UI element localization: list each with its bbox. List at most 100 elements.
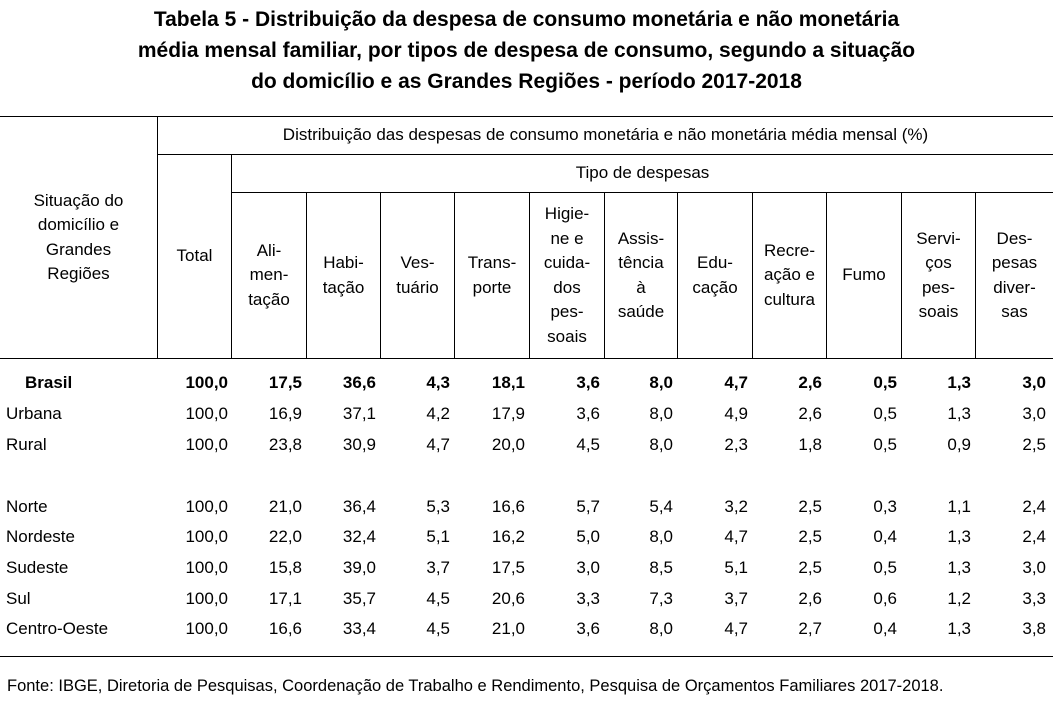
column-header-educacao: Edu- cação — [678, 193, 752, 358]
table-cell: 2,6 — [798, 404, 822, 423]
table-cell: 5,1 — [724, 558, 748, 577]
table-cell: 16,6 — [491, 497, 525, 516]
table-cell: 2,6 — [798, 589, 822, 608]
row-label: Norte — [6, 497, 48, 516]
table-cell: 22,0 — [268, 527, 302, 546]
row-label: Sul — [6, 589, 31, 608]
subgroup-header-text: Tipo de despesas — [575, 163, 710, 183]
group-header: Distribuição das despesas de consumo mon… — [158, 117, 1053, 154]
row-label: Urbana — [6, 404, 62, 423]
table-cell: 1,3 — [947, 619, 971, 638]
table-cell: 20,0 — [491, 435, 525, 454]
column-divider — [380, 192, 381, 358]
total-header-text: Total — [176, 246, 213, 266]
total-header: Total — [158, 155, 231, 358]
column-header-text: Trans- porte — [467, 253, 517, 297]
column-header-vestuario: Ves- tuário — [381, 193, 454, 358]
table-cell: 4,7 — [724, 527, 748, 546]
table-cell: 0,5 — [873, 373, 897, 392]
column-header-assistencia-saude: Assis- tência à saúde — [605, 193, 677, 358]
table-cell: 8,0 — [649, 527, 673, 546]
table-cell: 18,1 — [491, 373, 525, 392]
table-cell: 0,6 — [873, 589, 897, 608]
column-header-text: Ali- men- tação — [248, 240, 290, 309]
column-header-text: Recre- ação e cultura — [763, 240, 816, 309]
stub-header-text: Situação do domicílio e Grandes Regiões — [33, 190, 124, 284]
table-cell: 100,0 — [185, 404, 228, 423]
table-cell: 16,2 — [491, 527, 525, 546]
table-cell: 5,1 — [426, 527, 450, 546]
table-cell: 2,4 — [1022, 527, 1046, 546]
table-cell: 30,9 — [342, 435, 376, 454]
table-top-rule — [0, 116, 1053, 117]
table-cell: 17,9 — [491, 404, 525, 423]
table-cell: 0,3 — [873, 497, 897, 516]
table-cell: 5,0 — [576, 527, 600, 546]
table-cell: 3,7 — [724, 589, 748, 608]
table-cell: 8,5 — [649, 558, 673, 577]
table-cell: 1,3 — [947, 527, 971, 546]
column-divider — [529, 192, 530, 358]
stub-divider — [157, 116, 158, 358]
table-cell: 3,0 — [1022, 373, 1046, 392]
table-cell: 1,3 — [947, 558, 971, 577]
table-title: Tabela 5 - Distribuição da despesa de co… — [0, 4, 1053, 97]
table-cell: 1,2 — [947, 589, 971, 608]
table-cell: 1,1 — [947, 497, 971, 516]
table-cell: 3,3 — [576, 589, 600, 608]
table-bottom-rule — [0, 656, 1053, 657]
column-header-despesas-diversas: Des- pesas diver- sas — [976, 193, 1053, 358]
table-cell: 0,4 — [873, 527, 897, 546]
table-cell: 7,3 — [649, 589, 673, 608]
table-cell: 0,5 — [873, 558, 897, 577]
table-cell: 2,5 — [798, 558, 822, 577]
table-cell: 100,0 — [185, 619, 228, 638]
table-cell: 36,4 — [342, 497, 376, 516]
table-cell: 2,5 — [1022, 435, 1046, 454]
table-title-line: do domicílio e as Grandes Regiões - perí… — [251, 70, 802, 93]
table-cell: 1,3 — [947, 404, 971, 423]
table-cell: 3,7 — [426, 558, 450, 577]
table-cell: 2,7 — [798, 619, 822, 638]
table-cell: 0,9 — [947, 435, 971, 454]
column-header-habitacao: Habi- tação — [307, 193, 380, 358]
column-divider — [901, 192, 902, 358]
table-cell: 4,5 — [426, 619, 450, 638]
table-cell: 16,6 — [268, 619, 302, 638]
column-header-text: Higie- ne e cuida- dos pes- soais — [543, 204, 591, 346]
table-cell: 100,0 — [185, 373, 228, 392]
table-cell: 2,6 — [798, 373, 822, 392]
table-cell: 5,3 — [426, 497, 450, 516]
table-cell: 5,7 — [576, 497, 600, 516]
table-cell: 3,8 — [1022, 619, 1046, 638]
table-cell: 100,0 — [185, 497, 228, 516]
table-title-line: média mensal familiar, por tipos de desp… — [137, 39, 916, 62]
table-cell: 0,5 — [873, 435, 897, 454]
table-cell: 3,6 — [576, 619, 600, 638]
subgroup-header-rule — [232, 192, 1053, 193]
column-header-alimentacao: Ali- men- tação — [232, 193, 306, 358]
column-header-text: Edu- cação — [692, 253, 738, 297]
table-cell: 4,7 — [724, 373, 748, 392]
column-divider — [454, 192, 455, 358]
row-label: Brasil — [25, 373, 73, 392]
subgroup-header: Tipo de despesas — [232, 155, 1053, 192]
row-label: Rural — [6, 435, 47, 454]
table-cell: 20,6 — [491, 589, 525, 608]
table-cell: 3,6 — [576, 404, 600, 423]
table-cell: 33,4 — [342, 619, 376, 638]
column-header-fumo: Fumo — [827, 193, 901, 358]
row-label: Nordeste — [6, 527, 75, 546]
table-cell: 4,7 — [426, 435, 450, 454]
table-cell: 2,4 — [1022, 497, 1046, 516]
column-header-text: Fumo — [842, 265, 886, 285]
table-cell: 35,7 — [342, 589, 376, 608]
table-cell: 100,0 — [185, 589, 228, 608]
table-cell: 2,3 — [724, 435, 748, 454]
table-cell: 8,0 — [649, 373, 673, 392]
table-cell: 4,3 — [426, 373, 450, 392]
row-label: Sudeste — [6, 558, 69, 577]
table-cell: 100,0 — [185, 435, 228, 454]
header-bottom-rule — [0, 358, 1053, 359]
table-cell: 3,0 — [1022, 404, 1046, 423]
